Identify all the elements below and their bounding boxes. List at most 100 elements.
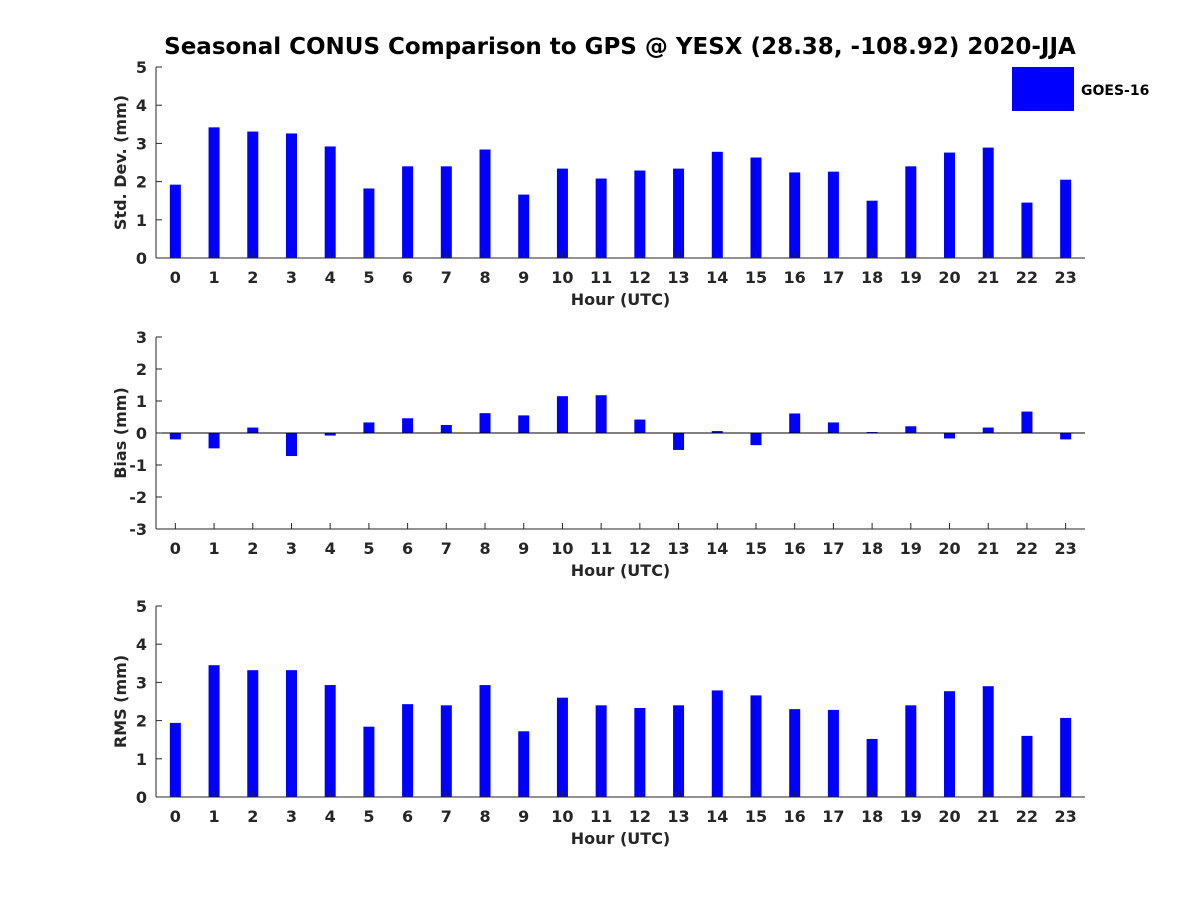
bar-hour-16 xyxy=(789,413,801,433)
x-tick-label: 15 xyxy=(745,268,767,287)
bar-hour-21 xyxy=(982,427,994,433)
x-tick-label: 12 xyxy=(629,539,651,558)
bar-hour-8 xyxy=(479,149,491,258)
x-tick-label: 18 xyxy=(861,807,883,826)
x-tick-label: 2 xyxy=(247,268,258,287)
y-tick-label: 2 xyxy=(136,712,147,731)
y-tick-label: 0 xyxy=(136,424,147,443)
x-tick-label: 3 xyxy=(286,539,297,558)
x-tick-label: 0 xyxy=(170,539,181,558)
x-tick-label: 22 xyxy=(1016,268,1038,287)
x-tick-label: 17 xyxy=(822,539,844,558)
bar-hour-0 xyxy=(169,433,181,440)
x-tick-label: 14 xyxy=(706,539,728,558)
bar-hour-15 xyxy=(750,433,762,446)
x-tick-label: 4 xyxy=(325,807,336,826)
x-tick-label: 10 xyxy=(551,539,573,558)
legend: GOES-16 xyxy=(1012,67,1149,111)
bar-hour-8 xyxy=(479,413,491,433)
x-tick-label: 1 xyxy=(208,539,219,558)
x-tick-label: 21 xyxy=(977,539,999,558)
bar-hour-1 xyxy=(208,433,220,449)
bar-hour-16 xyxy=(789,709,801,797)
legend-label: GOES-16 xyxy=(1081,83,1149,99)
x-tick-label: 19 xyxy=(900,807,922,826)
bar-hour-14 xyxy=(711,431,723,433)
x-tick-label: 16 xyxy=(784,807,806,826)
x-tick-label: 2 xyxy=(247,539,258,558)
y-tick-label: 1 xyxy=(136,392,147,411)
y-tick-label: 3 xyxy=(136,134,147,153)
bar-hour-17 xyxy=(827,709,839,797)
bar-hour-21 xyxy=(982,147,994,258)
x-tick-label: 22 xyxy=(1016,807,1038,826)
x-tick-label: 8 xyxy=(479,539,490,558)
bar-hour-1 xyxy=(208,127,220,258)
bar-hour-14 xyxy=(711,690,723,797)
bar-hour-2 xyxy=(247,131,259,258)
bar-hour-13 xyxy=(673,705,685,797)
x-tick-label: 14 xyxy=(706,807,728,826)
x-tick-label: 6 xyxy=(402,539,413,558)
bar-hour-9 xyxy=(518,415,530,433)
x-tick-label: 19 xyxy=(900,539,922,558)
bar-hour-19 xyxy=(905,426,917,433)
bar-hour-6 xyxy=(402,166,414,258)
y-tick-label: 0 xyxy=(136,788,147,807)
x-tick-label: 23 xyxy=(1055,807,1077,826)
x-axis-label: Hour (UTC) xyxy=(571,829,671,848)
x-tick-label: 20 xyxy=(938,807,960,826)
bar-hour-5 xyxy=(363,188,375,258)
x-axis-label: Hour (UTC) xyxy=(571,290,671,309)
x-tick-label: 14 xyxy=(706,268,728,287)
bar-hour-22 xyxy=(1021,411,1033,433)
bar-hour-9 xyxy=(518,194,530,258)
bar-hour-5 xyxy=(363,726,375,797)
x-tick-label: 12 xyxy=(629,268,651,287)
x-tick-label: 0 xyxy=(170,268,181,287)
bar-hour-4 xyxy=(324,146,336,258)
bar-hour-10 xyxy=(556,168,568,258)
y-tick-label: 4 xyxy=(136,96,147,115)
bar-hour-19 xyxy=(905,166,917,258)
y-tick-label: 3 xyxy=(136,673,147,692)
x-tick-label: 3 xyxy=(286,268,297,287)
x-tick-label: 13 xyxy=(667,807,689,826)
y-tick-label: -2 xyxy=(129,488,147,507)
bar-hour-18 xyxy=(866,738,878,797)
bar-hour-12 xyxy=(634,707,646,797)
bar-hour-6 xyxy=(402,704,414,797)
x-tick-label: 7 xyxy=(441,268,452,287)
y-tick-label: 3 xyxy=(136,328,147,347)
x-tick-label: 21 xyxy=(977,807,999,826)
bar-hour-23 xyxy=(1060,179,1072,258)
x-tick-label: 16 xyxy=(784,268,806,287)
x-tick-label: 7 xyxy=(441,539,452,558)
x-tick-label: 7 xyxy=(441,807,452,826)
x-tick-label: 6 xyxy=(402,268,413,287)
x-tick-label: 13 xyxy=(667,268,689,287)
bar-hour-17 xyxy=(827,422,839,433)
bar-hour-8 xyxy=(479,685,491,797)
x-tick-label: 20 xyxy=(938,539,960,558)
x-tick-label: 3 xyxy=(286,807,297,826)
bar-hour-7 xyxy=(440,705,452,797)
bar-hour-12 xyxy=(634,419,646,433)
bar-hour-3 xyxy=(285,133,297,258)
x-tick-label: 18 xyxy=(861,539,883,558)
y-axis-label: RMS (mm) xyxy=(111,655,130,748)
x-tick-label: 18 xyxy=(861,268,883,287)
bar-hour-5 xyxy=(363,422,375,433)
bar-hour-9 xyxy=(518,731,530,797)
bar-hour-2 xyxy=(247,670,259,797)
x-tick-label: 10 xyxy=(551,268,573,287)
x-tick-label: 11 xyxy=(590,807,612,826)
x-tick-label: 11 xyxy=(590,539,612,558)
bar-hour-20 xyxy=(944,152,956,258)
y-tick-label: 1 xyxy=(136,211,147,230)
bar-hour-10 xyxy=(556,697,568,797)
x-tick-label: 16 xyxy=(784,539,806,558)
x-tick-label: 12 xyxy=(629,807,651,826)
x-tick-label: 10 xyxy=(551,807,573,826)
y-tick-label: 4 xyxy=(136,635,147,654)
